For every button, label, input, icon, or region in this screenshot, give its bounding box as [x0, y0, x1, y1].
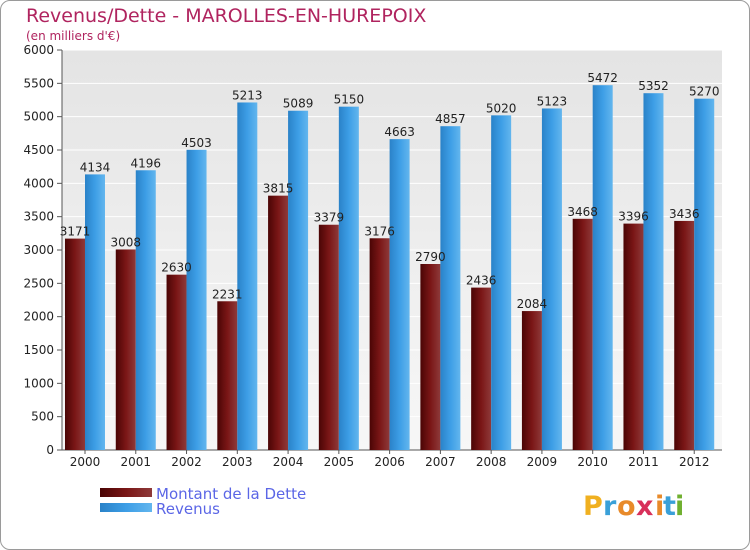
bar-revenus	[338, 106, 359, 451]
bar-revenus	[186, 149, 207, 451]
y-tick-label: 5500	[23, 76, 54, 90]
data-label: 5123	[537, 94, 568, 108]
x-tick-label: 2005	[324, 455, 355, 469]
bar-revenus	[135, 170, 156, 450]
data-label: 3008	[110, 235, 141, 249]
bar-revenus	[237, 102, 258, 450]
bar-dette	[65, 238, 85, 450]
data-label: 4503	[181, 136, 212, 150]
data-label: 3468	[567, 205, 598, 219]
bar-revenus	[288, 110, 309, 450]
bar-dette	[572, 218, 593, 450]
data-label: 4134	[80, 160, 111, 174]
y-tick-label: 0	[46, 443, 54, 457]
data-label: 4663	[384, 125, 415, 139]
data-label: 5213	[232, 88, 263, 102]
x-tick-label: 2008	[476, 455, 507, 469]
data-label: 3176	[364, 224, 395, 238]
y-tick-label: 6000	[23, 43, 54, 57]
bar-dette	[674, 220, 695, 450]
y-tick-label: 4000	[23, 176, 54, 190]
bars	[65, 85, 715, 451]
y-tick-label: 2500	[23, 276, 54, 290]
legend-label-dette: Montant de la Dette	[156, 485, 306, 503]
x-tick-label: 2001	[120, 455, 151, 469]
svg-text:r: r	[603, 491, 617, 522]
data-label: 3815	[263, 182, 294, 196]
y-tick-label: 500	[31, 410, 54, 424]
data-label: 3171	[60, 225, 91, 239]
proxiti-logo: P r o x i t i	[583, 491, 684, 522]
bar-dette	[268, 195, 289, 450]
data-label: 2436	[466, 274, 497, 288]
data-label: 3396	[618, 210, 649, 224]
x-tick-label: 2009	[527, 455, 558, 469]
svg-text:x: x	[636, 491, 653, 522]
bar-revenus	[643, 93, 664, 450]
bar-revenus	[440, 126, 461, 450]
y-tick-label: 1000	[23, 376, 54, 390]
bar-dette	[420, 264, 441, 450]
legend-label-revenus: Revenus	[156, 500, 220, 518]
bar-dette	[471, 287, 492, 450]
svg-text:P: P	[583, 491, 603, 522]
svg-text:i: i	[655, 491, 664, 522]
bar-revenus	[694, 98, 715, 451]
axes: 0 500 1000 1500 2000 2500 3000 3500 4000 4500 5000…	[23, 43, 722, 469]
data-label: 3379	[314, 211, 345, 225]
data-label: 5472	[587, 71, 618, 85]
bar-dette	[623, 223, 644, 450]
y-tick-label: 4500	[23, 143, 54, 157]
bar-dette	[217, 301, 238, 450]
data-labels: 3171 4134 3008 4196 2630 4503 2231 5213 3815 5089…	[60, 71, 720, 311]
data-label: 2084	[517, 297, 548, 311]
x-tick-label: 2004	[273, 455, 304, 469]
x-tick-label: 2000	[70, 455, 101, 469]
x-tick-label: 2010	[577, 455, 608, 469]
data-label: 2231	[212, 287, 243, 301]
x-tick-label: 2011	[628, 455, 659, 469]
bar-revenus	[389, 139, 410, 450]
chart-subtitle: (en milliers d'€)	[26, 29, 120, 43]
data-label: 4196	[130, 156, 161, 170]
y-tick-label: 3000	[23, 243, 54, 257]
data-label: 5270	[689, 85, 720, 99]
bar-revenus	[491, 115, 512, 450]
bar-revenus	[541, 108, 562, 450]
y-tick-label: 5000	[23, 110, 54, 124]
data-label: 2790	[415, 250, 446, 264]
y-tick-label: 3500	[23, 210, 54, 224]
x-tick-label: 2012	[679, 455, 710, 469]
data-label: 4857	[435, 112, 466, 126]
data-label: 5020	[486, 101, 517, 115]
x-tick-label: 2007	[425, 455, 456, 469]
bar-dette	[521, 311, 542, 450]
bar-dette	[369, 238, 390, 450]
data-label: 3436	[669, 207, 700, 221]
svg-text:t: t	[663, 491, 676, 522]
legend-swatch-dette	[100, 488, 152, 497]
data-label: 5089	[283, 97, 314, 111]
legend: Montant de la Dette Revenus	[100, 485, 306, 518]
x-tick-label: 2002	[171, 455, 202, 469]
data-label: 5150	[334, 93, 365, 107]
data-label: 2630	[161, 261, 192, 275]
legend-swatch-revenus	[100, 503, 152, 512]
svg-text:i: i	[675, 491, 684, 522]
x-tick-label: 2003	[222, 455, 253, 469]
data-label: 5352	[638, 79, 669, 93]
bar-revenus	[592, 85, 613, 450]
bar-dette	[115, 249, 136, 450]
bar-revenus	[85, 174, 105, 450]
x-tick-label: 2006	[374, 455, 405, 469]
bar-dette	[318, 224, 339, 450]
svg-text:o: o	[617, 491, 636, 522]
bar-dette	[166, 274, 187, 450]
chart-title: Revenus/Dette - MAROLLES-EN-HUREPOIX	[26, 5, 426, 27]
y-tick-label: 2000	[23, 310, 54, 324]
y-tick-label: 1500	[23, 343, 54, 357]
